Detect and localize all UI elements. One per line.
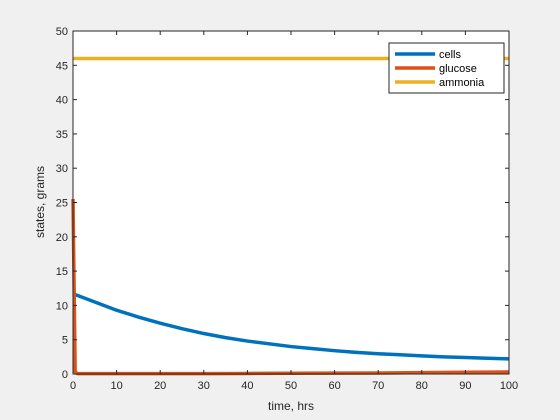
legend-label-cells: cells (439, 49, 462, 61)
y-tick-label: 15 (56, 266, 68, 278)
y-tick-label: 45 (56, 60, 68, 72)
x-tick-label: 100 (500, 380, 518, 392)
y-tick-label: 20 (56, 232, 68, 244)
y-tick-label: 5 (62, 335, 68, 347)
y-axis: 0 5 10 15 20 25 30 35 40 45 50 (56, 26, 509, 381)
legend-label-ammonia: ammonia (439, 77, 485, 89)
x-tick-label: 30 (198, 380, 210, 392)
x-tick-label: 20 (154, 380, 166, 392)
legend: cells glucose ammonia (388, 42, 505, 94)
legend-label-glucose: glucose (439, 63, 477, 75)
y-tick-label: 35 (56, 129, 68, 141)
y-tick-label: 25 (56, 198, 68, 210)
y-tick-label: 50 (56, 26, 68, 38)
x-tick-label: 80 (416, 380, 428, 392)
x-tick-label: 40 (241, 380, 253, 392)
x-tick-label: 0 (70, 380, 76, 392)
x-tick-label: 90 (459, 380, 471, 392)
y-tick-label: 40 (56, 95, 68, 107)
series-line-cells (72, 292, 510, 361)
x-tick-label: 10 (110, 380, 122, 392)
x-tick-label: 70 (372, 380, 384, 392)
y-tick-label: 10 (56, 300, 68, 312)
x-tick-label: 50 (285, 380, 297, 392)
y-tick-label: 30 (56, 163, 68, 175)
y-tick-label: 0 (62, 369, 68, 381)
x-axis-label: time, hrs (268, 399, 314, 413)
x-axis: 0 10 20 30 40 50 60 70 80 90 100 (70, 31, 518, 392)
x-tick-label: 60 (328, 380, 340, 392)
y-axis-label: states, grams (33, 166, 47, 238)
